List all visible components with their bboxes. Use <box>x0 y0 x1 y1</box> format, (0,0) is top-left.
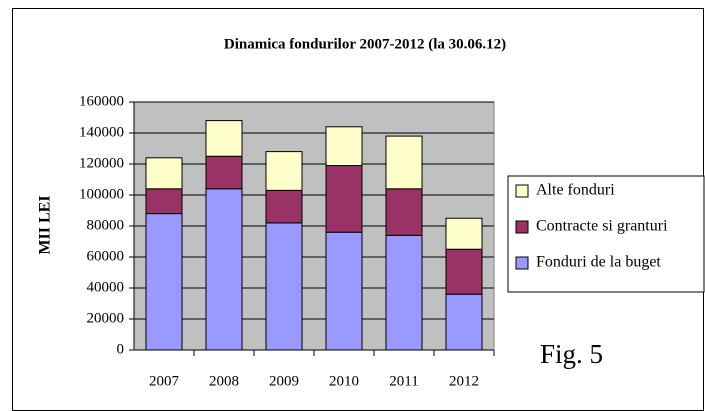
legend-label: Contracte si granturi <box>536 218 668 235</box>
bar-segment <box>385 234 423 351</box>
y-tick-label: 40000 <box>87 279 125 295</box>
y-tick-label: 140000 <box>79 124 124 140</box>
x-tick-label: 2008 <box>209 373 239 389</box>
bar-segment <box>265 189 303 224</box>
x-tick-label: 2011 <box>389 373 418 389</box>
x-tick-label: 2009 <box>269 373 299 389</box>
bar-segment <box>325 165 363 233</box>
bar-segment <box>325 231 363 351</box>
bar-segment <box>205 188 243 351</box>
bar-segment <box>145 213 183 351</box>
y-tick-label: 0 <box>117 341 125 357</box>
legend-swatch <box>515 220 529 234</box>
chart-title: Dinamica fondurilor 2007-2012 (la 30.06.… <box>224 36 506 52</box>
y-tick-label: 80000 <box>87 217 125 233</box>
legend-box <box>507 175 705 293</box>
bar-segment <box>445 217 483 250</box>
y-tick-label: 60000 <box>87 248 125 264</box>
bar-segment <box>265 222 303 351</box>
bar-segment <box>205 155 243 190</box>
bar-segment <box>145 188 183 215</box>
bar-segment <box>265 151 303 191</box>
legend-swatch <box>515 256 529 270</box>
y-tick-label: 100000 <box>79 186 124 202</box>
bar-segment <box>145 157 183 190</box>
x-tick-label: 2012 <box>449 373 479 389</box>
legend-label: Alte fonduri <box>536 182 615 199</box>
bar-segment <box>445 293 483 351</box>
y-tick-label: 160000 <box>79 93 124 109</box>
y-tick-label: 20000 <box>87 310 125 326</box>
y-axis-label: MII LEI <box>37 195 54 254</box>
legend-swatch <box>515 184 529 198</box>
annotation: Fig. 5 <box>540 339 603 369</box>
bar-segment <box>385 135 423 190</box>
bar-segment <box>205 120 243 157</box>
bar-segment <box>385 188 423 236</box>
legend-label: Fonduri de la buget <box>536 254 661 271</box>
x-tick-label: 2010 <box>329 373 359 389</box>
bar-segment <box>445 248 483 295</box>
x-tick-label: 2007 <box>149 373 180 389</box>
bar-segment <box>325 126 363 167</box>
y-tick-label: 120000 <box>79 155 124 171</box>
